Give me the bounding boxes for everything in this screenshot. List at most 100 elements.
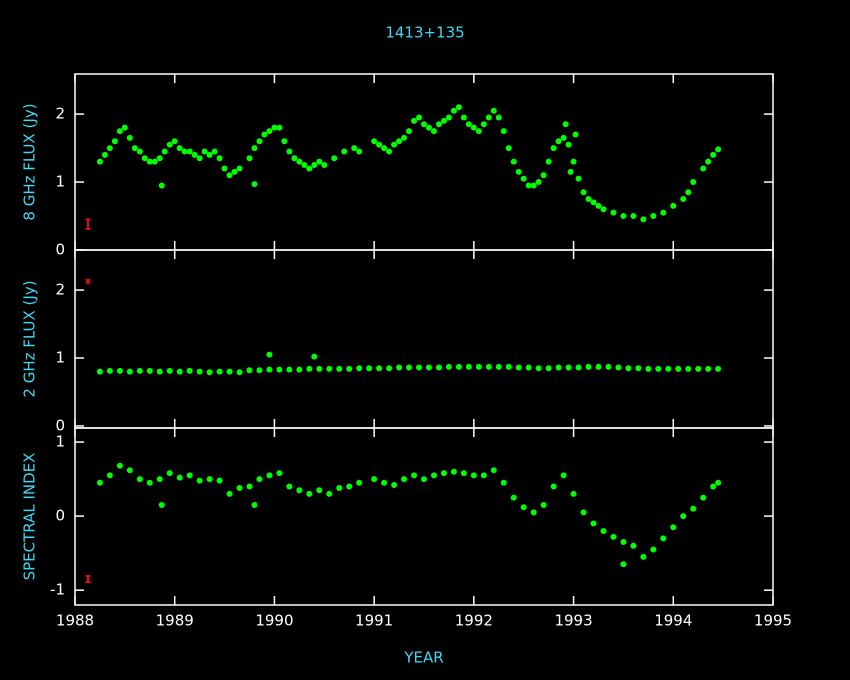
data-point xyxy=(191,151,198,158)
data-point xyxy=(111,138,118,145)
data-point xyxy=(106,367,113,374)
data-point xyxy=(550,145,557,152)
data-point xyxy=(316,487,323,494)
data-point xyxy=(166,367,173,374)
data-point xyxy=(570,158,577,165)
data-point xyxy=(231,168,238,175)
data-point xyxy=(326,490,333,497)
data-point xyxy=(186,367,193,374)
data-point xyxy=(306,490,313,497)
y-tick-label: 0 xyxy=(55,416,65,434)
data-point xyxy=(158,502,165,509)
data-point xyxy=(151,158,158,165)
data-point xyxy=(625,365,632,372)
data-point xyxy=(510,158,517,165)
data-point xyxy=(356,148,363,155)
data-point xyxy=(425,364,432,371)
plot-frame xyxy=(74,73,774,251)
data-point xyxy=(435,364,442,371)
data-point xyxy=(525,182,532,189)
data-point xyxy=(206,369,213,376)
data-point xyxy=(131,145,138,152)
data-point xyxy=(206,476,213,483)
data-point xyxy=(266,128,273,135)
data-point xyxy=(406,364,413,371)
data-point xyxy=(416,364,423,371)
data-point xyxy=(221,165,228,172)
data-point xyxy=(485,114,492,121)
data-point xyxy=(276,124,283,131)
x-tick-label: 1992 xyxy=(455,612,493,630)
data-point xyxy=(281,138,288,145)
data-point xyxy=(465,121,472,128)
data-point xyxy=(411,117,418,124)
data-point xyxy=(460,114,467,121)
data-point xyxy=(580,509,587,516)
data-point xyxy=(670,202,677,209)
data-point xyxy=(366,365,373,372)
data-point xyxy=(236,369,243,376)
data-point xyxy=(291,155,298,162)
data-point xyxy=(535,365,542,372)
data-point xyxy=(406,128,413,135)
data-point xyxy=(171,138,178,145)
data-point xyxy=(475,363,482,370)
data-point xyxy=(166,470,173,477)
data-point xyxy=(261,131,268,138)
data-point xyxy=(635,365,642,372)
data-point xyxy=(176,368,183,375)
data-point xyxy=(116,462,123,469)
data-point xyxy=(715,146,722,153)
data-point xyxy=(256,476,263,483)
data-point xyxy=(381,479,388,486)
chart-title: 1413+135 xyxy=(385,24,464,42)
data-point xyxy=(391,482,398,489)
x-tick-label: 1995 xyxy=(754,612,792,630)
data-point xyxy=(371,476,378,483)
data-point xyxy=(96,479,103,486)
data-point xyxy=(565,364,572,371)
data-point xyxy=(316,158,323,165)
data-point xyxy=(236,165,243,172)
data-point xyxy=(645,365,652,372)
data-point xyxy=(326,365,333,372)
data-point xyxy=(141,155,148,162)
data-point xyxy=(116,128,123,135)
data-point xyxy=(705,365,712,372)
data-point xyxy=(126,368,133,375)
data-point xyxy=(106,145,113,152)
data-point xyxy=(161,148,168,155)
data-point xyxy=(572,131,579,138)
data-point xyxy=(465,363,472,370)
data-point xyxy=(331,155,338,162)
data-point xyxy=(480,472,487,479)
data-point xyxy=(480,121,487,128)
data-point xyxy=(136,367,143,374)
y-tick-label: 0 xyxy=(55,241,65,259)
data-point xyxy=(590,520,597,527)
data-point xyxy=(376,365,383,372)
data-point xyxy=(176,474,183,481)
data-point xyxy=(670,524,677,531)
data-point xyxy=(196,155,203,162)
data-point xyxy=(605,363,612,370)
data-point xyxy=(396,364,403,371)
data-point xyxy=(376,141,383,148)
data-point xyxy=(266,366,273,373)
data-point xyxy=(690,179,697,186)
plot-frame xyxy=(74,249,774,429)
x-axis-label: YEAR xyxy=(403,649,443,667)
plot-frame xyxy=(74,427,774,606)
y-tick-label: 1 xyxy=(55,433,65,451)
data-point xyxy=(286,148,293,155)
x-tick-label: 1988 xyxy=(56,612,94,630)
data-point xyxy=(425,124,432,131)
data-point xyxy=(500,128,507,135)
data-point xyxy=(311,162,318,169)
data-point xyxy=(251,145,258,152)
x-tick-label: 1994 xyxy=(654,612,692,630)
data-point xyxy=(296,158,303,165)
data-point xyxy=(630,213,637,220)
data-point xyxy=(510,494,517,501)
data-point xyxy=(515,168,522,175)
